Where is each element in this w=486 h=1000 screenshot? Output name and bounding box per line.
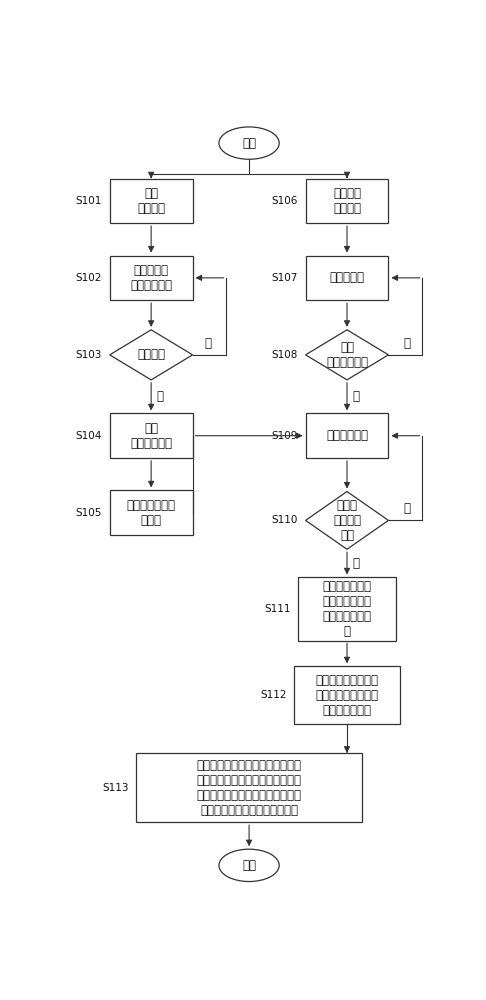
Text: 结束: 结束	[242, 859, 256, 872]
Text: S110: S110	[272, 515, 298, 525]
Text: 否: 否	[204, 337, 211, 350]
Text: S103: S103	[76, 350, 102, 360]
Text: 是: 是	[353, 557, 360, 570]
Text: 定位成功: 定位成功	[137, 348, 165, 361]
Text: 是: 是	[353, 390, 360, 403]
Text: S111: S111	[264, 604, 291, 614]
Text: 开始: 开始	[242, 137, 256, 150]
Text: 将信息推送到发
送队列: 将信息推送到发 送队列	[127, 499, 175, 527]
Text: 是: 是	[157, 390, 164, 403]
Text: S106: S106	[272, 196, 298, 206]
Text: S109: S109	[272, 431, 298, 441]
Text: 将单点定位位置
信息及卫星信息
传送给差分服务
器: 将单点定位位置 信息及卫星信息 传送给差分服务 器	[323, 580, 371, 638]
Text: S107: S107	[272, 273, 298, 283]
Text: 等待接收差分服务器
解算的定位信息改正
数和修正卫星集: 等待接收差分服务器 解算的定位信息改正 数和修正卫星集	[315, 674, 379, 717]
Text: S101: S101	[76, 196, 102, 206]
Text: 打开
定位模块: 打开 定位模块	[137, 187, 165, 215]
Text: 连接服务器: 连接服务器	[330, 271, 364, 284]
Text: S112: S112	[260, 690, 287, 700]
Text: S108: S108	[272, 350, 298, 360]
Text: 发送队
列是否有
数据: 发送队 列是否有 数据	[333, 499, 361, 542]
Text: 输入用户
名、密码: 输入用户 名、密码	[333, 187, 361, 215]
Text: 否: 否	[404, 337, 411, 350]
Text: 读取
单点定位信息: 读取 单点定位信息	[130, 422, 172, 450]
Text: 搜索导航卫
星，定位解算: 搜索导航卫 星，定位解算	[130, 264, 172, 292]
Text: 检查发送队列: 检查发送队列	[326, 429, 368, 442]
Text: S113: S113	[102, 783, 128, 793]
Text: 客户端接收定位信息改正数和修正
卫星集，利用所述修正卫星集和定
位信息改正数修正得到精准定位信
息，并且于客户端的地图上显示: 客户端接收定位信息改正数和修正 卫星集，利用所述修正卫星集和定 位信息改正数修正…	[196, 759, 302, 817]
Text: S104: S104	[76, 431, 102, 441]
Text: S105: S105	[76, 508, 102, 518]
Text: 否: 否	[404, 502, 411, 515]
Text: 是否
连接上服务器: 是否 连接上服务器	[326, 341, 368, 369]
Text: S102: S102	[76, 273, 102, 283]
